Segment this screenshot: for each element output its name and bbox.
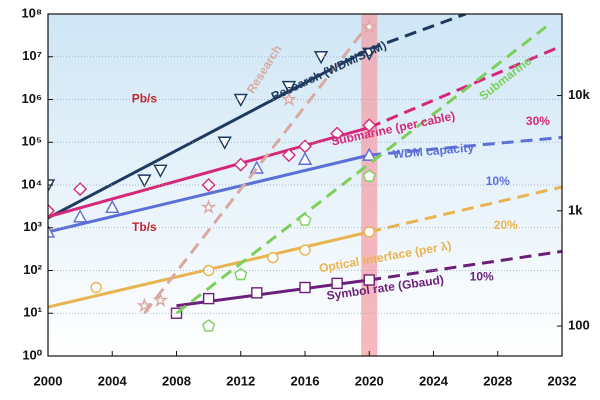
data-point <box>299 244 311 256</box>
data-point <box>137 174 152 188</box>
data-point <box>202 292 215 305</box>
plot-area <box>48 14 562 356</box>
data-point <box>362 118 377 133</box>
data-point <box>90 281 102 294</box>
data-point <box>201 178 216 192</box>
data-point <box>233 157 248 172</box>
data-point <box>362 169 376 182</box>
x-tick-label: 2020 <box>355 373 384 388</box>
annotation: Pb/s <box>132 92 158 106</box>
trend-line <box>368 185 562 234</box>
y2-tick-label: 10k <box>568 87 590 102</box>
data-point <box>136 297 153 313</box>
data-point <box>202 319 216 332</box>
data-point <box>331 277 343 290</box>
growth-label: 30% <box>526 114 550 128</box>
data-point <box>299 281 311 294</box>
y2-tick-label: 100 <box>568 318 590 333</box>
data-point <box>72 209 88 223</box>
trend-line <box>368 14 467 51</box>
data-point <box>330 126 345 141</box>
growth-label: 20% <box>494 218 518 232</box>
annotation: Tb/s <box>132 220 157 234</box>
data-point <box>362 47 377 61</box>
data-point <box>217 136 232 150</box>
y2-tick-label: 1k <box>568 202 583 217</box>
trend-line <box>368 44 562 129</box>
trend-line <box>143 22 371 315</box>
plot-background <box>48 14 562 356</box>
y-tick-label: 10⁶ <box>22 91 42 106</box>
data-point <box>361 18 378 34</box>
data-point <box>234 267 248 281</box>
y-tick-label: 10¹ <box>23 305 42 320</box>
y-tick-label: 10⁴ <box>21 176 42 191</box>
x-tick-label: 2008 <box>162 373 191 388</box>
data-point <box>362 147 377 161</box>
y-tick-label: 10² <box>23 262 42 277</box>
data-point <box>281 91 297 107</box>
x-tick-label: 2032 <box>548 373 577 388</box>
y-tick-label: 10⁵ <box>21 134 42 149</box>
x-tick-label: 2004 <box>98 373 128 388</box>
data-point <box>233 93 248 107</box>
trend-line <box>175 25 547 315</box>
trend-line <box>369 135 562 157</box>
trend-line <box>48 47 370 220</box>
data-point <box>281 80 297 95</box>
growth-label: 10% <box>486 174 510 188</box>
x-tick-label: 2024 <box>419 373 449 388</box>
x-tick-label: 2012 <box>226 373 255 388</box>
trend-line <box>369 249 562 282</box>
x-tick-label: 2000 <box>34 373 63 388</box>
data-point <box>48 203 55 218</box>
y-tick-label: 10⁸ <box>21 5 42 20</box>
plot-frame <box>47 13 563 357</box>
data-point <box>153 164 168 178</box>
data-point <box>48 224 56 238</box>
data-point <box>298 213 312 226</box>
data-point <box>313 51 329 65</box>
growth-label: 10% <box>470 269 494 283</box>
y-tick-label: 10⁷ <box>22 48 42 63</box>
data-point <box>200 199 217 215</box>
data-point <box>297 151 313 165</box>
y-tick-label: 10³ <box>23 219 42 234</box>
x-tick-label: 2016 <box>291 373 320 388</box>
data-point <box>267 251 279 264</box>
y-tick-label: 10⁰ <box>22 347 42 362</box>
data-point <box>363 274 375 286</box>
data-point <box>363 226 375 238</box>
data-point <box>281 148 296 163</box>
trend-line <box>48 153 370 234</box>
data-point <box>251 287 263 299</box>
x-tick-label: 2028 <box>483 373 512 388</box>
data-point <box>152 292 169 308</box>
data-point <box>105 199 120 214</box>
data-point <box>73 182 88 197</box>
data-point <box>202 264 215 277</box>
